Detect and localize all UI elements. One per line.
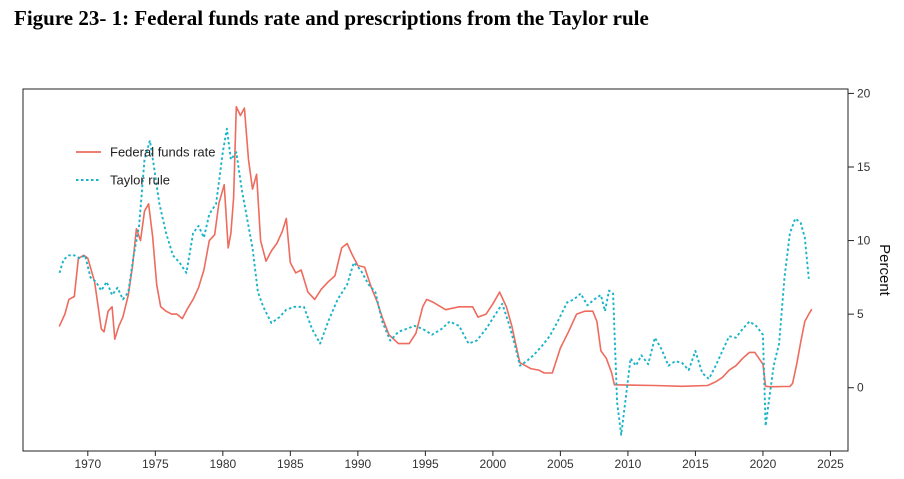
x-tick-label: 2000 [480, 457, 507, 471]
y-tick-label: 0 [857, 381, 864, 395]
legend-label-0: Federal funds rate [110, 145, 216, 160]
legend-label-1: Taylor rule [110, 173, 170, 188]
x-tick-label: 1975 [142, 457, 169, 471]
x-tick-label: 2010 [615, 457, 642, 471]
axis-ticks: 1970 1975 1980 1985 1990 1995 2000 2005 2010 2015… [74, 86, 870, 471]
plot-frame [22, 88, 849, 452]
x-tick-label: 1980 [209, 457, 236, 471]
series-group [58, 105, 813, 436]
series-line-1 [58, 127, 810, 436]
x-tick-label: 1970 [74, 457, 101, 471]
x-tick-label: 1995 [412, 457, 439, 471]
x-tick-label: 2015 [682, 457, 709, 471]
y-tick-label: 15 [857, 160, 871, 174]
x-tick-label: 2005 [547, 457, 574, 471]
y-axis-label: Percent [876, 244, 893, 297]
figure-title: Figure 23- 1: Federal funds rate and pre… [14, 6, 649, 30]
x-tick-label: 2025 [817, 457, 844, 471]
x-tick-label: 1985 [277, 457, 304, 471]
y-tick-label: 5 [857, 307, 864, 321]
y-tick-label: 20 [857, 86, 871, 100]
legend: Federal funds rate Taylor rule [76, 145, 216, 188]
y-tick-label: 10 [857, 234, 871, 248]
series-line-0 [58, 105, 813, 388]
x-tick-label: 2020 [750, 457, 777, 471]
x-tick-label: 1990 [345, 457, 372, 471]
